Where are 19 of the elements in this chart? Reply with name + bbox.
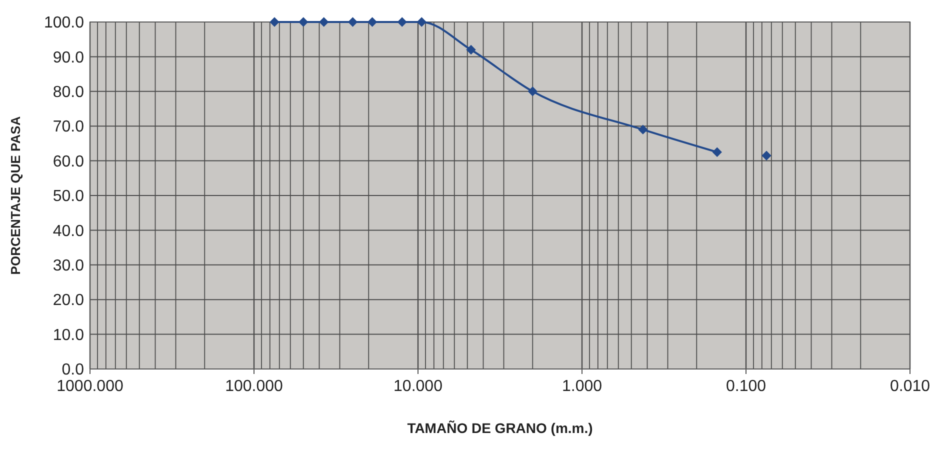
x-tick-label: 10.000 bbox=[394, 378, 443, 395]
y-tick-label: 40.0 bbox=[52, 222, 84, 240]
y-tick-label: 30.0 bbox=[52, 258, 84, 274]
y-tick-label: 10.0 bbox=[52, 326, 84, 344]
y-tick-label: 50.0 bbox=[52, 188, 84, 206]
y-tick-label: 60.0 bbox=[52, 153, 84, 170]
y-tick-label: 70.0 bbox=[52, 118, 84, 136]
x-tick-label: 0.100 bbox=[726, 378, 766, 395]
y-tick-label: 100.0 bbox=[44, 14, 84, 32]
x-axis-title: TAMAÑO DE GRANO (m.m.) bbox=[407, 420, 593, 436]
y-tick-label: 0.0 bbox=[62, 362, 84, 379]
x-tick-label: 0.010 bbox=[890, 378, 930, 395]
y-tick-label: 80.0 bbox=[52, 84, 84, 101]
x-tick-label: 1000.000 bbox=[56, 378, 124, 395]
y-axis-title: PORCENTAJE QUE PASA bbox=[8, 116, 23, 275]
y-tick-label: 20.0 bbox=[52, 292, 84, 310]
y-tick-label: 90.0 bbox=[52, 49, 84, 66]
x-tick-label: 1.000 bbox=[562, 378, 602, 395]
x-tick-label: 100.000 bbox=[225, 378, 284, 395]
